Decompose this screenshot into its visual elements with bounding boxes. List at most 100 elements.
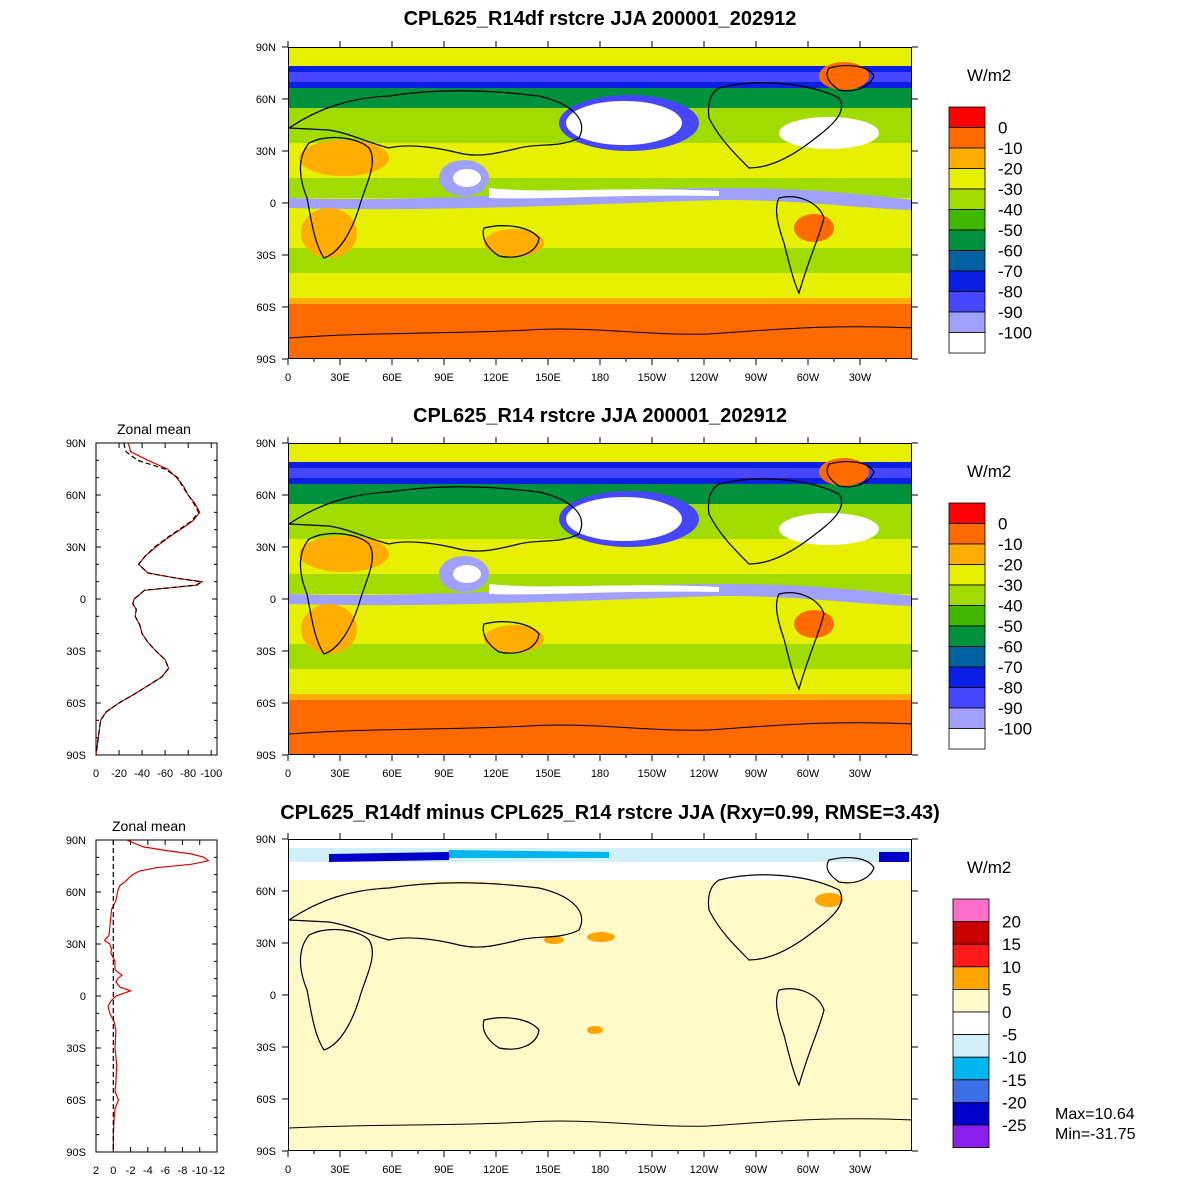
colorbar-box bbox=[949, 729, 985, 750]
colorbar-label: -15 bbox=[1002, 1071, 1027, 1090]
lat-tick-label: 60S bbox=[256, 698, 276, 710]
lat-tick-label: 0 bbox=[270, 594, 276, 606]
lon-tick-label: 150W bbox=[638, 1164, 667, 1176]
colorbar-label: -80 bbox=[998, 679, 1023, 698]
colorbar-box bbox=[949, 688, 985, 709]
zonal-x-label: 2 bbox=[93, 1165, 99, 1177]
zonal-x-label: -12 bbox=[209, 1165, 225, 1177]
sahara bbox=[299, 536, 389, 572]
diff-antarctic bbox=[289, 1138, 912, 1151]
colorbar-box bbox=[953, 899, 989, 922]
field-band bbox=[289, 444, 912, 462]
colorbar-label: 20 bbox=[1002, 913, 1021, 932]
natl-cloud bbox=[779, 513, 879, 545]
lon-tick-label: 120W bbox=[690, 1164, 719, 1176]
panel3-units: W/m2 bbox=[967, 858, 1011, 878]
zonal-lat-label: 0 bbox=[80, 594, 86, 606]
field-band bbox=[289, 298, 912, 304]
zonal-x-label: -80 bbox=[180, 768, 196, 780]
lon-tick-label: 60E bbox=[382, 1164, 402, 1176]
lat-tick-label: 90S bbox=[256, 1146, 276, 1158]
lon-tick-label: 120E bbox=[483, 372, 509, 384]
lat-tick-label: 30N bbox=[256, 542, 276, 554]
panel1-map bbox=[288, 47, 912, 359]
colorbar-box bbox=[949, 312, 985, 333]
lon-tick-label: 90W bbox=[745, 1164, 768, 1176]
lat-tick-label: 90S bbox=[256, 750, 276, 762]
lat-tick-label: 30N bbox=[256, 938, 276, 950]
lon-tick-label: 120W bbox=[690, 768, 719, 780]
zonal-lat-label: 60N bbox=[66, 887, 86, 899]
colorbar-label: -40 bbox=[998, 597, 1023, 616]
zonal-x-label: -20 bbox=[111, 768, 127, 780]
colorbar-label: -10 bbox=[1002, 1048, 1027, 1067]
lon-tick-label: 150E bbox=[535, 372, 561, 384]
colorbar-box bbox=[953, 1125, 989, 1148]
lat-tick-label: 60S bbox=[256, 1094, 276, 1106]
colorbar-label: -25 bbox=[1002, 1116, 1027, 1135]
zonal-x-label: -10 bbox=[192, 1165, 208, 1177]
zonal-frame bbox=[96, 840, 217, 1152]
panel3-zonal-mean-plot: 90N60N30N030S60S90S2 0 -2 -4 -6 -8 -10 -12 bbox=[40, 827, 240, 1187]
arctic-band bbox=[289, 72, 912, 82]
lon-tick-label: 30W bbox=[849, 768, 872, 780]
zonal-x-label: -60 bbox=[157, 768, 173, 780]
lon-tick-label: 0 bbox=[285, 768, 291, 780]
panel2-title: CPL625_R14 rstcre JJA 200001_202912 bbox=[250, 405, 950, 428]
colorbar-label: -60 bbox=[998, 638, 1023, 657]
panel2-map bbox=[288, 443, 912, 755]
lon-tick-label: 150E bbox=[535, 1164, 561, 1176]
colorbar-label: -10 bbox=[998, 139, 1023, 158]
lat-tick-label: 90N bbox=[256, 834, 276, 846]
lat-tick-label: 60N bbox=[256, 94, 276, 106]
panel2-zonal-mean-plot: 90N 60N 30N 0 30S 60S 90S 0 -20 -40 -60 -80 -100 bbox=[40, 430, 240, 790]
lon-tick-label: 60W bbox=[797, 1164, 820, 1176]
colorbar-box bbox=[949, 626, 985, 647]
npac-cloud-core bbox=[566, 101, 682, 145]
colorbar-box bbox=[949, 667, 985, 688]
zonal-x-label: -100 bbox=[200, 768, 222, 780]
colorbar-label: -30 bbox=[998, 180, 1023, 199]
colorbar-label: -50 bbox=[998, 221, 1023, 240]
colorbar-box bbox=[953, 1012, 989, 1035]
lat-tick-label: 0 bbox=[270, 198, 276, 210]
colorbar-box bbox=[949, 606, 985, 627]
maritime-continent-core bbox=[453, 565, 481, 583]
stat-max: Max=10.64 bbox=[1055, 1105, 1136, 1125]
zonal-lat-label: 90N bbox=[66, 835, 86, 847]
lon-tick-label: 30W bbox=[849, 1164, 872, 1176]
lon-tick-label: 90E bbox=[434, 1164, 454, 1176]
zonal-lat-label: 90S bbox=[66, 1147, 86, 1159]
colorbar-box bbox=[949, 708, 985, 729]
zonal-frame bbox=[96, 443, 217, 755]
lon-tick-label: 120E bbox=[483, 768, 509, 780]
zonal-lat-label: 30N bbox=[66, 939, 86, 951]
field-band bbox=[289, 48, 912, 66]
colorbar-box bbox=[949, 585, 985, 606]
field-band bbox=[289, 273, 912, 298]
colorbar-box bbox=[949, 251, 985, 272]
lat-tick-label: 30S bbox=[256, 646, 276, 658]
lon-tick-label: 60W bbox=[797, 768, 820, 780]
lon-tick-label: 90E bbox=[434, 768, 454, 780]
zonal-lat-label: 60S bbox=[66, 698, 86, 710]
lon-tick-label: 0 bbox=[285, 1164, 291, 1176]
colorbar-box bbox=[953, 967, 989, 990]
lon-tick-label: 180 bbox=[591, 1164, 609, 1176]
field-band bbox=[289, 700, 912, 755]
colorbar-box bbox=[949, 210, 985, 231]
lat-tick-label: 90S bbox=[256, 354, 276, 366]
colorbar-label: -90 bbox=[998, 699, 1023, 718]
lat-tick-label: 90N bbox=[256, 42, 276, 54]
colorbar-box bbox=[953, 922, 989, 945]
zonal-lat-label: 30S bbox=[66, 646, 86, 658]
colorbar-label: 0 bbox=[998, 119, 1007, 138]
lon-tick-label: 90W bbox=[745, 768, 768, 780]
lon-tick-label: 0 bbox=[285, 372, 291, 384]
natl-cloud bbox=[779, 117, 879, 149]
zonal-lat-label: 60N bbox=[66, 490, 86, 502]
colorbar-box bbox=[949, 503, 985, 524]
diff-positive-spac bbox=[587, 1026, 603, 1034]
field-band bbox=[289, 304, 912, 359]
diff-negative-3 bbox=[879, 852, 909, 862]
